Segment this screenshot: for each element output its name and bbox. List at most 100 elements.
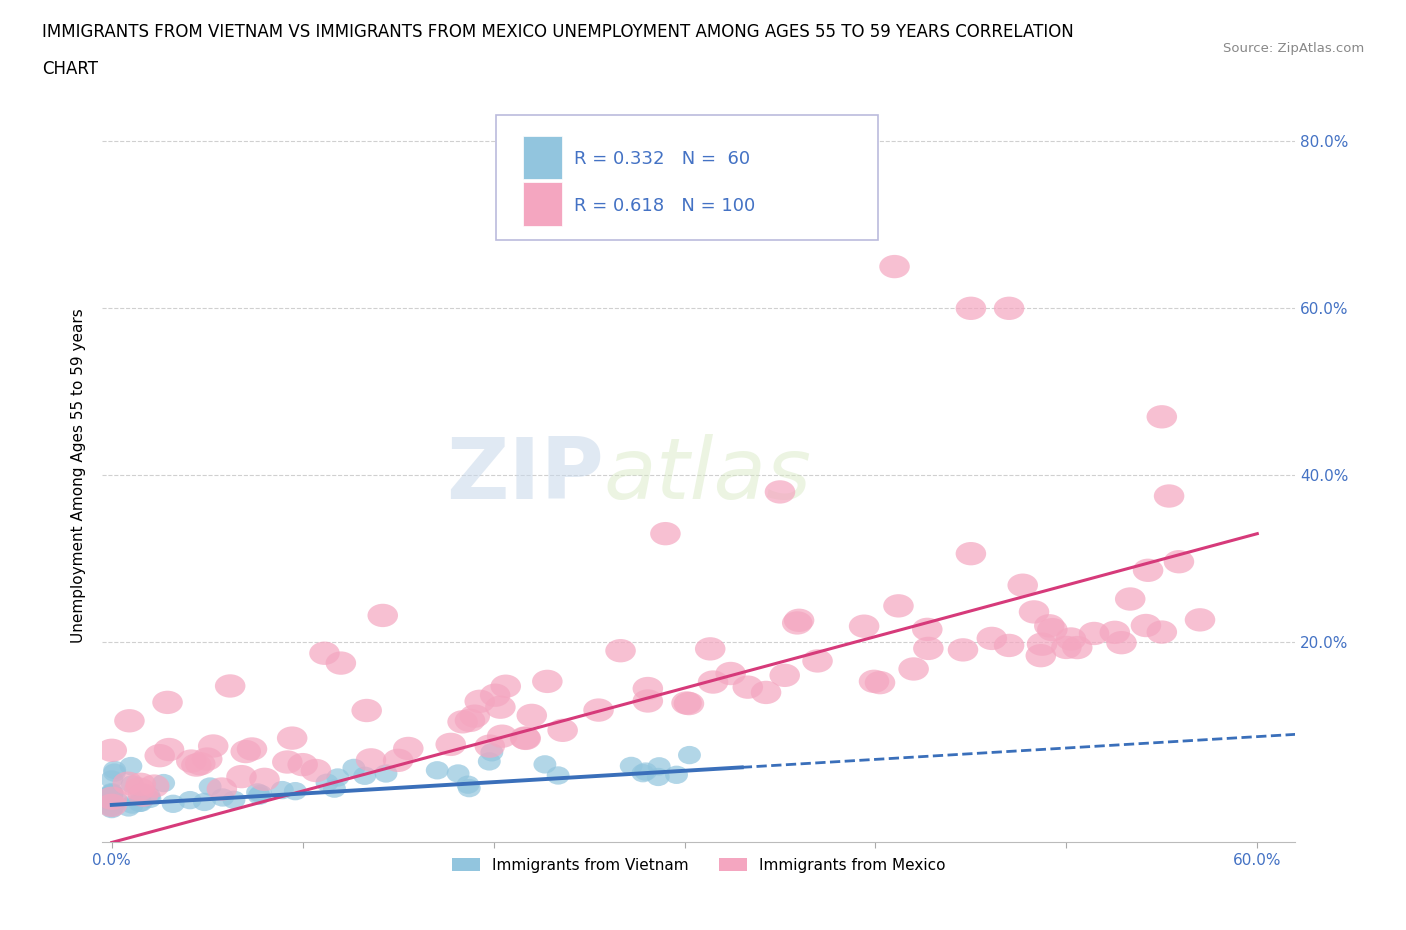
- Point: [1054, 640, 1077, 655]
- Point: [440, 737, 463, 751]
- Point: [869, 675, 891, 690]
- Point: [1150, 409, 1173, 424]
- Point: [998, 301, 1021, 316]
- Point: [314, 645, 336, 660]
- Point: [720, 666, 742, 681]
- Point: [375, 766, 398, 781]
- Point: [117, 776, 139, 790]
- Point: [1040, 622, 1063, 637]
- Point: [903, 661, 925, 676]
- Point: [678, 748, 700, 763]
- Point: [737, 680, 759, 695]
- Text: R = 0.332   N =  60: R = 0.332 N = 60: [574, 151, 749, 168]
- Point: [195, 751, 218, 766]
- Point: [120, 759, 142, 774]
- Point: [396, 741, 419, 756]
- Point: [654, 526, 676, 541]
- Point: [489, 699, 512, 714]
- Point: [193, 794, 215, 809]
- Point: [343, 761, 366, 776]
- Point: [534, 757, 557, 772]
- Point: [162, 796, 184, 811]
- Point: [458, 713, 481, 728]
- Point: [188, 756, 211, 771]
- Point: [249, 787, 271, 802]
- Point: [536, 674, 558, 689]
- Point: [152, 776, 174, 790]
- Point: [464, 709, 486, 724]
- Point: [675, 696, 697, 711]
- Point: [103, 765, 125, 780]
- FancyBboxPatch shape: [523, 182, 561, 225]
- Point: [291, 757, 314, 772]
- Point: [495, 679, 517, 694]
- Point: [468, 694, 491, 709]
- Point: [917, 622, 939, 637]
- Point: [240, 741, 263, 756]
- Point: [100, 798, 122, 813]
- FancyBboxPatch shape: [523, 136, 561, 179]
- Point: [631, 765, 654, 780]
- Point: [219, 679, 242, 694]
- Point: [387, 753, 409, 768]
- Point: [105, 793, 128, 808]
- Point: [637, 694, 659, 709]
- Point: [100, 786, 122, 801]
- Text: CHART: CHART: [42, 60, 98, 78]
- Point: [316, 776, 339, 790]
- Point: [198, 779, 221, 794]
- Point: [1029, 648, 1052, 663]
- Point: [457, 777, 479, 792]
- Point: [451, 714, 474, 729]
- Point: [100, 795, 122, 810]
- Point: [1137, 563, 1160, 578]
- Point: [887, 598, 910, 613]
- Point: [551, 723, 574, 737]
- Point: [235, 744, 257, 759]
- Point: [634, 764, 657, 779]
- Point: [1011, 578, 1033, 592]
- Point: [1031, 637, 1053, 652]
- Point: [1135, 618, 1157, 633]
- Point: [305, 763, 328, 777]
- Point: [1083, 626, 1105, 641]
- Point: [202, 738, 225, 753]
- Point: [458, 780, 481, 795]
- Point: [755, 685, 778, 700]
- Point: [100, 785, 122, 800]
- Point: [609, 644, 631, 658]
- Text: IMMIGRANTS FROM VIETNAM VS IMMIGRANTS FROM MEXICO UNEMPLOYMENT AMONG AGES 55 TO : IMMIGRANTS FROM VIETNAM VS IMMIGRANTS FR…: [42, 23, 1074, 41]
- Point: [491, 729, 513, 744]
- Point: [478, 754, 501, 769]
- Point: [118, 713, 141, 728]
- Point: [138, 789, 160, 804]
- Point: [100, 786, 122, 801]
- Point: [883, 259, 905, 274]
- Point: [100, 789, 122, 804]
- Point: [1038, 618, 1060, 633]
- Point: [100, 792, 122, 807]
- Point: [100, 799, 122, 814]
- Point: [247, 789, 270, 804]
- Point: [1150, 625, 1173, 640]
- Text: ZIP: ZIP: [446, 433, 603, 517]
- Point: [211, 790, 233, 805]
- Point: [246, 785, 269, 800]
- Point: [186, 758, 208, 773]
- Point: [515, 731, 537, 746]
- Point: [1066, 640, 1088, 655]
- Point: [104, 763, 127, 777]
- Point: [100, 743, 122, 758]
- Point: [1168, 554, 1191, 569]
- Point: [329, 656, 352, 671]
- Legend: Immigrants from Vietnam, Immigrants from Mexico: Immigrants from Vietnam, Immigrants from…: [446, 852, 952, 879]
- Point: [447, 766, 470, 781]
- Point: [323, 781, 346, 796]
- Text: Source: ZipAtlas.com: Source: ZipAtlas.com: [1223, 42, 1364, 55]
- Point: [960, 546, 983, 561]
- Text: atlas: atlas: [603, 433, 811, 517]
- Point: [478, 738, 501, 753]
- Point: [271, 783, 294, 798]
- Point: [1188, 613, 1211, 628]
- Point: [648, 759, 671, 774]
